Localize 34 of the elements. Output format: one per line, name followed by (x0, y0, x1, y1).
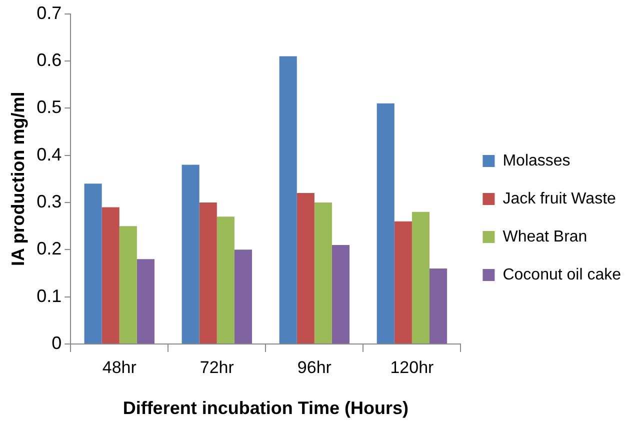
y-tick-label: 0.1 (36, 286, 62, 306)
bar (394, 221, 412, 344)
x-tick-label: 120hr (390, 358, 434, 377)
bar (216, 216, 234, 344)
y-tick-label: 0 (52, 332, 62, 353)
y-tick-label: 0.7 (36, 2, 62, 23)
bar (182, 164, 200, 344)
bar (296, 193, 314, 344)
legend-label: Coconut oil cake (502, 266, 622, 284)
bar (84, 184, 102, 344)
x-axis-title: Different incubation Time (Hours) (122, 398, 409, 418)
bar (234, 250, 252, 344)
y-tick-label: 0.5 (36, 97, 62, 118)
bar (199, 202, 217, 344)
y-tick-label: 0.2 (36, 238, 62, 259)
y-tick-label: 0.6 (36, 50, 62, 70)
bar (430, 268, 448, 344)
bar (119, 226, 137, 344)
y-tick-label: 0.4 (36, 144, 62, 164)
bar (136, 259, 154, 344)
x-tick-label: 72hr (200, 358, 234, 377)
legend-label: Wheat Bran (502, 228, 588, 246)
y-axis-title: IA production mg/ml (8, 92, 28, 266)
legend-label: Jack fruit Waste (502, 190, 616, 208)
bar (376, 103, 394, 344)
bar (102, 207, 120, 344)
y-tick-label: 0.3 (36, 191, 62, 212)
legend-label: Molasses (502, 152, 570, 170)
x-tick-label: 96hr (297, 358, 332, 377)
bar (279, 56, 297, 344)
bar (412, 212, 430, 344)
bar (332, 244, 350, 344)
x-tick-label: 48hr (102, 358, 137, 377)
bar (314, 202, 332, 344)
